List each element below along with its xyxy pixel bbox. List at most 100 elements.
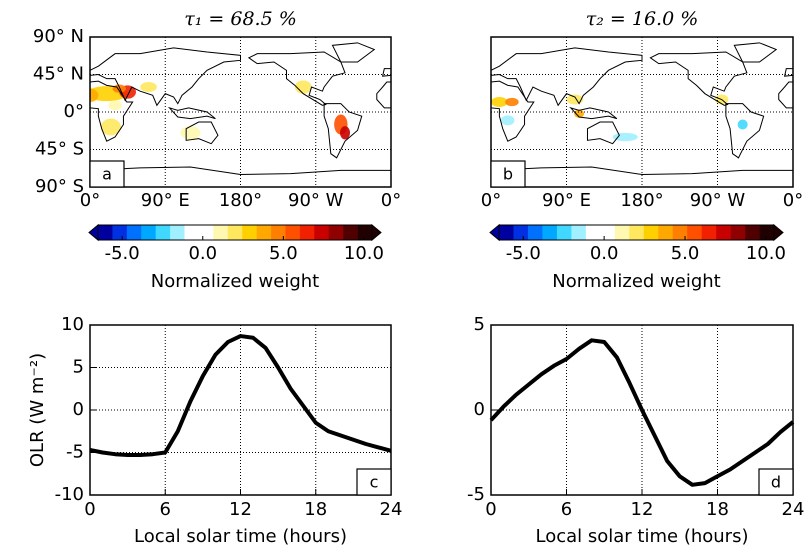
y-tick-label: 10 — [61, 314, 84, 335]
weight-patch — [737, 119, 748, 130]
colorbar-swatch — [126, 225, 142, 240]
colorbar-swatch — [614, 225, 630, 240]
panel-label-box — [758, 468, 794, 496]
coastline — [733, 42, 778, 63]
coastline — [491, 80, 535, 142]
colorbar-arrow — [88, 223, 99, 242]
weight-patch — [294, 80, 312, 94]
coastline — [90, 80, 134, 142]
colorbar-swatch — [213, 225, 229, 240]
y-tick-label: 0 — [474, 399, 485, 420]
colorbar-swatch — [285, 225, 301, 240]
weight-patch — [505, 97, 519, 107]
colorbar-swatch — [198, 225, 214, 240]
x-tick-label: 0 — [84, 499, 95, 520]
colorbar-swatch — [256, 225, 272, 240]
x-axis-label: Local solar time (hours) — [134, 526, 347, 547]
weight-patch — [501, 115, 515, 126]
colorbar-swatch — [658, 225, 673, 240]
panel-label-box — [356, 468, 392, 496]
x-tick-label: 0° — [381, 190, 401, 211]
colorbar-swatch — [499, 225, 514, 240]
colorbar-swatch — [556, 225, 572, 240]
x-tick-label: 0° — [783, 190, 803, 211]
colorbar-tick-label: -5.0 — [506, 243, 541, 264]
colorbar-tick-label: -5.0 — [105, 243, 140, 264]
colorbar-swatch — [759, 225, 775, 240]
line — [489, 338, 795, 487]
colorbar-swatch — [98, 225, 113, 240]
colorbar-swatch — [527, 225, 543, 240]
x-tick-label: 24 — [380, 499, 403, 520]
weight-patch — [566, 94, 584, 105]
colorbar-swatch — [299, 225, 315, 240]
colorbar-swatch — [343, 225, 358, 240]
colorbar-tick-label: 10.0 — [746, 243, 786, 264]
x-tick-label: 12 — [631, 499, 654, 520]
panel-label: a — [102, 165, 112, 184]
colorbar-frame — [498, 224, 775, 241]
x-tick-label: 90° W — [690, 190, 746, 211]
coastline — [382, 68, 391, 77]
colorbar-swatch — [170, 225, 185, 240]
y-tick-label: 90° N — [33, 26, 84, 47]
weight-patch — [100, 118, 121, 136]
colorbar-label: Normalized weight — [151, 271, 320, 292]
coastline — [247, 51, 346, 106]
y-tick-label: 5 — [73, 357, 84, 378]
coastline — [90, 47, 241, 107]
panel-label: c — [370, 473, 379, 492]
colorbar-arrow — [773, 223, 784, 242]
x-tick-label: 0° — [80, 190, 100, 211]
coastline — [185, 121, 219, 145]
colorbar-swatch — [271, 225, 286, 240]
map-frame — [89, 36, 392, 188]
y-tick-label: 45° N — [33, 64, 84, 85]
colorbar-swatch — [745, 225, 760, 240]
colorbar-tick-label: 10.0 — [344, 243, 384, 264]
x-tick-label: 180° — [219, 190, 262, 211]
coastline — [778, 81, 793, 109]
map-frame — [490, 36, 794, 188]
x-tick-label: 18 — [706, 499, 729, 520]
panel-label: d — [771, 473, 781, 492]
weight-patch — [140, 82, 157, 92]
weight-patch — [491, 97, 508, 107]
axes-frame — [89, 324, 392, 496]
colorbar-swatch — [643, 225, 659, 240]
coastline — [376, 81, 391, 109]
colorbar-tick-label: 5.0 — [671, 243, 700, 264]
axes-frame — [490, 324, 794, 496]
colorbar-swatch — [328, 225, 344, 240]
x-tick-label: 180° — [620, 190, 663, 211]
x-tick-label: 90° W — [288, 190, 344, 211]
colorbar-swatch — [571, 225, 587, 240]
coastline — [586, 121, 620, 145]
colorbar-swatch — [155, 225, 171, 240]
colorbar-swatch — [314, 225, 330, 240]
colorbar-tick-label: 0.0 — [188, 243, 217, 264]
colorbar-swatch — [242, 225, 257, 240]
y-tick-label: 5 — [474, 314, 485, 335]
weight-patch — [612, 132, 638, 142]
colorbar-swatch — [141, 225, 156, 240]
colorbar-swatch — [357, 225, 373, 240]
colorbar-frame — [97, 224, 373, 241]
colorbar-swatch — [701, 225, 717, 240]
chart-title: τ₂ = 16.0 % — [586, 8, 699, 30]
colorbar-swatch — [629, 225, 645, 240]
coastline — [323, 103, 363, 159]
weight-patch — [339, 126, 351, 140]
colorbar-swatch — [716, 225, 731, 240]
coastline — [569, 106, 618, 120]
panel-label-box — [89, 160, 125, 188]
colorbar-arrow — [371, 223, 382, 242]
colorbar-tick-label: 0.0 — [590, 243, 619, 264]
x-tick-label: 0 — [485, 499, 496, 520]
colorbar-swatch — [687, 225, 702, 240]
x-tick-label: 0° — [481, 190, 501, 211]
coastline — [167, 106, 216, 120]
y-tick-label: 0 — [73, 399, 84, 420]
colorbar-arrow — [489, 223, 500, 242]
y-tick-label: -5 — [66, 442, 84, 463]
